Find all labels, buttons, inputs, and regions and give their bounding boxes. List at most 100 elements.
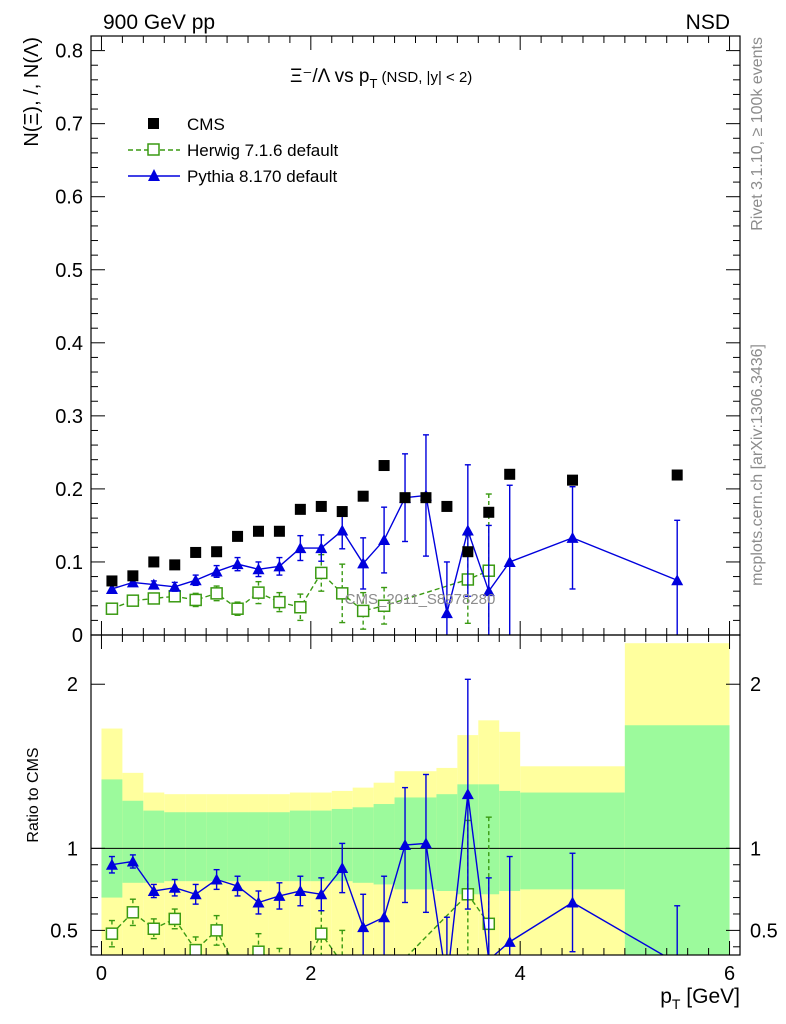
title-main: Ξ⁻/Λ vs p [290, 66, 369, 87]
title-sub: T [369, 76, 377, 91]
cms-point-9 [294, 503, 306, 515]
header-right: NSD [686, 11, 730, 34]
y-tick-label-main-0.1: 0.1 [55, 552, 83, 574]
herwig-point-7 [252, 586, 265, 599]
legend-label-herwig: Herwig 7.1.6 default [187, 141, 338, 160]
ratio-series-group [105, 678, 681, 988]
herwig-point-10 [315, 566, 328, 580]
pythia-ratio-point-16 [441, 977, 453, 988]
rivet-label: Rivet 3.1.10, ≥ 100k events [749, 37, 766, 231]
band-inner-5 [206, 812, 228, 882]
herwig-point-1 [126, 594, 140, 607]
cms-point-7 [252, 525, 264, 537]
legend-marker-cms [148, 118, 159, 129]
herwig-ratio-point-4 [189, 943, 202, 955]
herwig-ratio-point-7 [252, 945, 265, 955]
pythia-point-1 [126, 576, 139, 588]
y-tick-label-main-0.8: 0.8 [55, 41, 83, 63]
pythia-ratio-point-6 [231, 880, 244, 892]
band-inner-13 [373, 804, 395, 885]
band-inner-1 [122, 800, 144, 883]
pythia-ratio-point-10 [315, 888, 328, 900]
cms-point-4 [190, 546, 202, 558]
y-axis-label-ratio: Ratio to CMS [25, 747, 42, 842]
watermark: CMS_2011_S8978280 [345, 591, 496, 608]
pythia-point-18 [482, 585, 495, 597]
pythia-ratio-point-13 [378, 911, 391, 923]
herwig-ratio-point-5 [210, 924, 223, 937]
pythia-ratio-point-15 [419, 837, 432, 849]
pythia-point-21 [671, 574, 684, 586]
pythia-point-5 [210, 565, 223, 577]
herwig-point-9 [294, 600, 307, 614]
herwig-ratio-point-3 [168, 912, 181, 926]
pythia-ratio-point-8 [273, 889, 286, 901]
ratio-y-tick-label-left-2: 2 [67, 674, 78, 696]
pythia-ratio-point-4 [189, 888, 202, 900]
x-label-main: p [660, 985, 672, 1008]
pythia-point-17 [461, 524, 474, 536]
pythia-ratio-point-19 [503, 935, 516, 947]
pythia-point-12 [357, 557, 370, 569]
pythia-ratio-line [111, 794, 665, 955]
mcplots-label: mcplots.cern.ch [arXiv:1306.3436] [749, 344, 766, 586]
pythia-point-8 [273, 560, 286, 572]
herwig-point-12 [356, 604, 370, 618]
herwig-ratio-line [111, 893, 490, 955]
pythia-ratio-point-0 [105, 858, 118, 870]
y-tick-label-main-0.2: 0.2 [55, 479, 83, 501]
cms-point-5 [211, 546, 223, 558]
pythia-point-19 [503, 555, 516, 567]
pythia-point-10 [315, 542, 328, 554]
legend: CMS Herwig 7.1.6 default Pythia 8.170 de… [128, 115, 338, 186]
pythia-ratio-point-1 [126, 855, 139, 867]
herwig-point-11 [335, 587, 349, 600]
pythia-ratio-point-3 [168, 881, 181, 893]
pythia-ratio-point-2 [147, 885, 160, 896]
pythia-ratio-point-12 [357, 921, 370, 933]
herwig-point-6 [231, 602, 244, 615]
cms-point-3 [169, 559, 181, 571]
cms-point-12 [357, 490, 369, 502]
pythia-ratio-point-14 [399, 839, 412, 851]
cms-point-6 [232, 530, 244, 542]
ratio-y-tick-label-left-0.5: 0.5 [50, 920, 78, 942]
pythia-point-6 [231, 558, 244, 570]
band-inner-7 [248, 812, 269, 882]
cms-point-19 [504, 468, 516, 480]
x-tick-label-2: 2 [305, 963, 316, 985]
pythia-point-7 [252, 563, 265, 575]
band-inner-6 [227, 812, 249, 882]
herwig-ratio-point-2 [147, 922, 161, 935]
pythia-ratio-point-7 [252, 896, 265, 908]
pythia-ratio-point-11 [336, 862, 349, 874]
x-label-unit: [GeV] [680, 985, 740, 1008]
cms-point-14 [399, 492, 411, 504]
pythia-point-20 [566, 531, 579, 543]
ratio-y-tick-label-right-1: 1 [750, 838, 761, 860]
band-inner-4 [185, 812, 207, 882]
pythia-point-3 [168, 580, 181, 592]
pythia-ratio-point-5 [210, 873, 223, 885]
herwig-ratio-point-8 [274, 958, 285, 969]
legend-label-cms: CMS [187, 115, 225, 134]
band-inner-19 [499, 790, 521, 891]
data-series [105, 434, 684, 988]
y-tick-label-main-0.4: 0.4 [55, 333, 83, 355]
y-tick-label-main-0.3: 0.3 [55, 406, 83, 428]
pythia-line [111, 494, 678, 614]
legend-label-pythia: Pythia 8.170 default [187, 167, 338, 186]
band-inner-2 [143, 810, 165, 883]
band-inner-16 [436, 794, 458, 891]
y-tick-label-main-0.7: 0.7 [55, 114, 83, 136]
x-tick-label-4: 4 [515, 963, 526, 985]
herwig-ratio-point-10 [315, 927, 328, 940]
pythia-point-16 [440, 607, 453, 619]
herwig-ratio-point-11 [337, 958, 348, 969]
cms-point-20 [567, 474, 579, 486]
band-inner-0 [101, 779, 123, 898]
herwig-point-8 [273, 595, 286, 609]
y-tick-label-main-0.5: 0.5 [55, 260, 83, 282]
uncertainty-bands [101, 643, 730, 955]
